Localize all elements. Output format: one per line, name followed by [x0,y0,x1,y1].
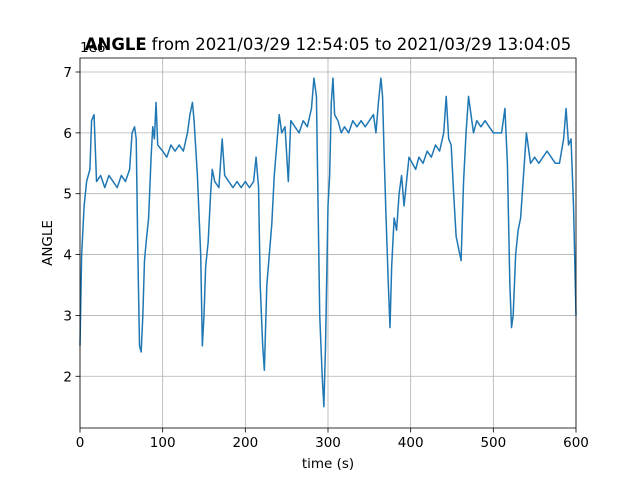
y-tick-label: 7 [63,65,72,81]
x-tick-label: 300 [315,435,341,451]
offset-label: 1e6 [80,40,105,56]
x-tick-label: 400 [398,435,424,451]
y-tick-label: 4 [63,248,72,264]
x-tick-label: 100 [150,435,176,451]
y-tick-label: 6 [63,126,72,142]
x-tick-label: 200 [232,435,258,451]
y-tick-label: 5 [63,187,72,203]
x-axis-label: time (s) [302,456,354,472]
y-tick-label: 3 [63,308,72,324]
data-line [79,77,577,408]
y-axis-label: ANGLE [40,220,56,266]
x-tick-label: 0 [76,435,85,451]
title-rest: from 2021/03/29 12:54:05 to 2021/03/29 1… [152,35,572,54]
y-tick-label: 2 [63,369,72,385]
axes-frame [79,57,577,429]
x-tick-label: 500 [480,435,506,451]
x-tick-label: 600 [563,435,589,451]
chart-title: ANGLE from 2021/03/29 12:54:05 to 2021/03… [85,35,572,54]
title-bold: ANGLE [85,35,147,54]
